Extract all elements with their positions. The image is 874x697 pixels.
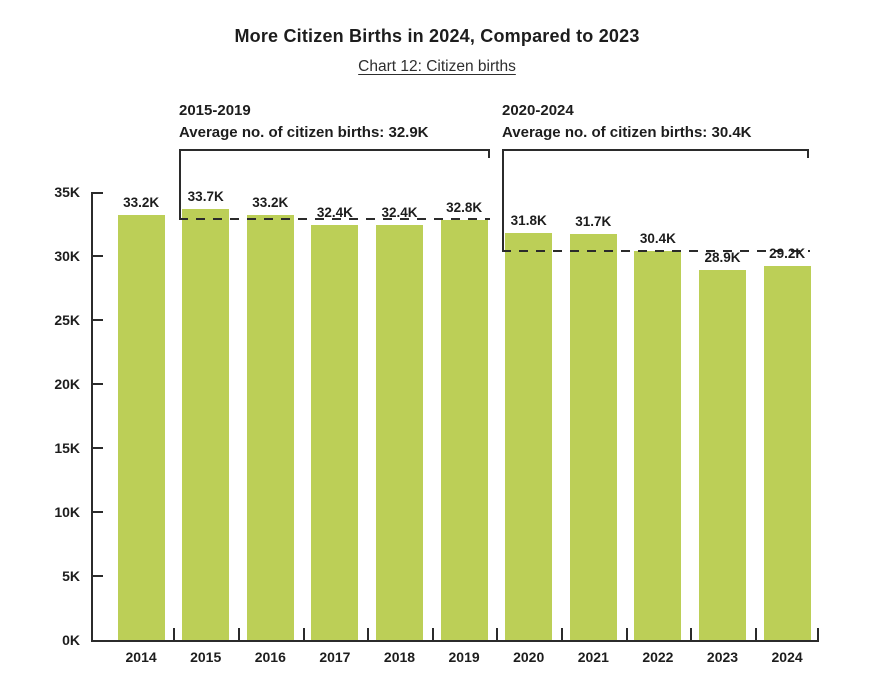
y-axis-label: 25K	[54, 312, 80, 328]
bracket-2020-2024-right-tick	[807, 149, 809, 158]
x-axis-label: 2016	[254, 649, 286, 665]
x-axis-tick	[560, 628, 563, 640]
bar-value-label: 32.8K	[446, 200, 483, 216]
y-axis-label: 30K	[54, 248, 80, 264]
annotation-average-text: Average no. of citizen births: 32.9K	[179, 124, 429, 141]
x-axis-end-tick	[817, 628, 819, 640]
y-axis-tick	[93, 255, 103, 257]
bracket-2015-2019-left-drop	[179, 149, 181, 219]
y-axis-label: 20K	[54, 376, 80, 392]
x-axis-tick	[625, 628, 628, 640]
x-axis-label: 2021	[577, 649, 609, 665]
x-axis-tick	[496, 628, 499, 640]
bar-2014	[117, 215, 165, 640]
chart-subtitle-link[interactable]: Chart 12: Citizen births	[358, 58, 516, 75]
bar-2021	[569, 234, 617, 640]
chart-subtitle: Chart 12: Citizen births	[0, 58, 874, 76]
x-axis-tick	[173, 628, 176, 640]
y-axis-tick	[93, 383, 103, 385]
bar-value-label: 32.4K	[381, 205, 418, 221]
x-axis-tick	[431, 628, 434, 640]
x-axis-tick	[367, 628, 370, 640]
bar-value-label: 29.2K	[769, 246, 806, 262]
x-axis-label: 2017	[319, 649, 351, 665]
annotation-2020-2024: 2020-2024 Average no. of citizen births:…	[502, 100, 752, 144]
x-axis-label: 2014	[125, 649, 157, 665]
annotation-average-text: Average no. of citizen births: 30.4K	[502, 124, 752, 141]
bar-value-label: 28.9K	[704, 250, 741, 266]
bar-2018	[376, 225, 423, 640]
x-axis-tick	[302, 628, 305, 640]
annotation-period: 2020-2024	[502, 102, 574, 119]
x-axis-label: 2015	[190, 649, 222, 665]
x-axis-label: 2020	[513, 649, 545, 665]
bracket-2020-2024-top	[502, 149, 809, 151]
y-axis-label: 10K	[54, 504, 80, 520]
bar-value-label: 33.2K	[123, 195, 160, 210]
x-axis-tick	[237, 628, 240, 640]
y-axis-label: 5K	[62, 568, 80, 584]
bar-value-label: 33.7K	[187, 188, 224, 204]
avg-line-2020-2024	[502, 250, 810, 252]
bar-2020	[505, 233, 553, 640]
y-axis-tick	[93, 511, 103, 513]
bar-2024	[763, 266, 811, 640]
x-axis-label: 2023	[706, 649, 739, 665]
bracket-2015-2019-right-tick	[488, 149, 490, 158]
bar-2016	[246, 215, 294, 640]
annotation-2015-2019: 2015-2019 Average no. of citizen births:…	[179, 100, 429, 144]
y-axis-tick	[93, 319, 103, 321]
bracket-2020-2024-left-drop	[502, 149, 504, 251]
chart-title: More Citizen Births in 2024, Compared to…	[234, 26, 640, 46]
y-axis-tick	[93, 447, 103, 449]
y-axis-tick	[93, 575, 103, 577]
y-axis	[91, 192, 93, 642]
bar-value-label: 31.7K	[575, 214, 612, 230]
x-axis-label: 2018	[383, 649, 416, 665]
x-axis	[91, 640, 819, 642]
x-axis-label: 2019	[448, 649, 480, 665]
x-axis-label: 2022	[642, 649, 674, 665]
y-axis-label: 0K	[62, 632, 80, 648]
y-axis-tick	[93, 192, 103, 194]
bracket-2015-2019-top	[179, 149, 490, 151]
x-axis-tick	[754, 628, 757, 640]
bar-value-label: 30.4K	[639, 230, 676, 246]
bar-2022	[634, 250, 682, 640]
y-axis-label: 15K	[54, 440, 80, 456]
avg-line-2015-2019	[179, 218, 490, 220]
bar-value-label: 33.2K	[252, 195, 289, 210]
annotation-period: 2015-2019	[179, 102, 251, 119]
bar-2023	[699, 270, 746, 640]
x-axis-tick	[690, 628, 693, 640]
x-axis-label: 2024	[771, 649, 803, 665]
bar-2015	[182, 208, 230, 640]
bar-value-label: 32.4K	[316, 205, 353, 221]
y-axis-label: 35K	[54, 184, 80, 200]
bar-2019	[440, 220, 488, 640]
bar-value-label: 31.8K	[510, 213, 547, 228]
bar-2017	[311, 225, 359, 640]
